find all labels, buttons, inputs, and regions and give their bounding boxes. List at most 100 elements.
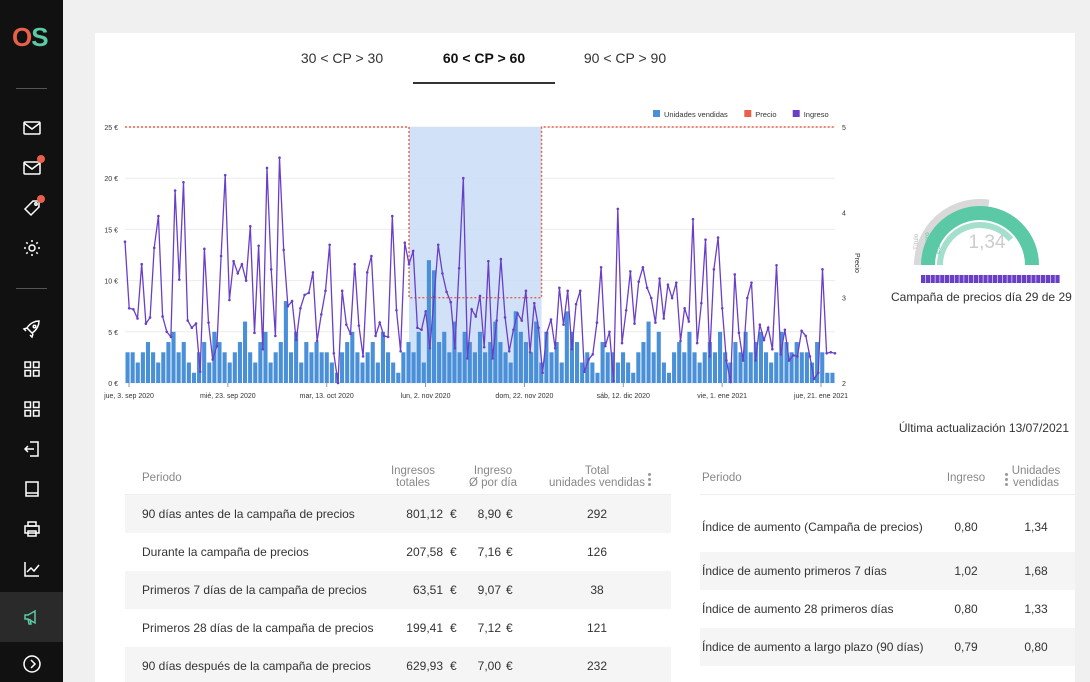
bar-units: [794, 342, 799, 383]
bar-units: [687, 331, 692, 383]
ingreso-point: [499, 257, 503, 261]
sidebar-item-statistics[interactable]: [0, 549, 63, 589]
ingreso-point: [219, 254, 223, 258]
sidebar-item-campaigns[interactable]: [0, 592, 63, 642]
sidebar-item-mail-notification[interactable]: [0, 148, 63, 188]
bar-units: [217, 342, 222, 383]
bar-units: [278, 342, 283, 383]
ingreso-point: [833, 352, 837, 355]
row-periodo: 90 días después de la campaña de precios: [142, 659, 371, 673]
sidebar-item-expand[interactable]: [0, 644, 63, 682]
y-tick-label: 25 €: [104, 125, 118, 132]
bar-units: [569, 331, 574, 383]
bar-units: [227, 362, 232, 383]
ingreso-point: [136, 317, 139, 320]
last-update-text: Última actualización 13/07/2021: [898, 421, 1069, 435]
ingreso-point: [374, 334, 377, 338]
ingreso-point: [265, 166, 269, 170]
bar-units: [804, 352, 809, 383]
ingreso-point: [177, 278, 181, 281]
ingreso-point: [762, 338, 766, 342]
y-tick-label: 10 €: [104, 279, 118, 286]
bar-units: [314, 342, 319, 383]
ingreso-point: [649, 296, 653, 300]
bar-units: [753, 342, 758, 383]
x-tick-label: lun, 2. nov 2020: [401, 393, 451, 400]
ingreso-point: [132, 307, 135, 311]
ingreso-point: [140, 262, 144, 266]
bar-units: [636, 352, 641, 383]
sidebar-item-logout[interactable]: [0, 429, 63, 469]
progress-segment: [1045, 275, 1050, 283]
bar-units: [462, 331, 467, 383]
row-unidades: 292: [586, 507, 608, 521]
row-ingreso-dia: 9,07: [477, 583, 501, 597]
bar-units: [202, 342, 207, 383]
ingreso-point: [745, 296, 749, 300]
ingreso-point: [453, 346, 457, 350]
tab-90[interactable]: 90 < CP > 90: [583, 50, 667, 66]
bar-units: [437, 342, 442, 383]
progress-segment: [959, 275, 964, 283]
bar-units: [426, 260, 431, 383]
row-ingreso: 0,80: [954, 602, 978, 616]
currency-symbol: €: [450, 507, 457, 521]
kebab-menu-icon[interactable]: [648, 473, 652, 488]
logo[interactable]: OS: [12, 22, 49, 52]
ingreso-point: [186, 319, 189, 322]
bar-units: [370, 342, 375, 383]
row-ingreso: 0,80: [954, 520, 978, 534]
sidebar-item-grid-1[interactable]: [0, 349, 63, 389]
bar-units: [774, 352, 779, 383]
bar-units: [294, 331, 299, 383]
currency-symbol: €: [506, 583, 513, 597]
ingreso-point: [148, 316, 152, 319]
bar-units: [242, 321, 248, 383]
legend-label[interactable]: Ingreso: [804, 110, 829, 119]
progress-segment: [921, 275, 926, 283]
legend-label[interactable]: Precio: [755, 110, 776, 119]
ingreso-point: [524, 289, 528, 293]
bar-units: [442, 331, 447, 383]
bar-units: [421, 362, 426, 383]
sidebar-item-rocket[interactable]: [0, 309, 63, 349]
sidebar-item-mail[interactable]: [0, 108, 63, 148]
sidebar-item-grid-2[interactable]: [0, 389, 63, 429]
ingreso-point: [808, 355, 812, 358]
ingreso-point: [553, 346, 557, 350]
bar-units: [283, 301, 288, 383]
bar-units: [309, 352, 314, 383]
sidebar-item-print[interactable]: [0, 509, 63, 549]
ingreso-point: [411, 249, 415, 253]
ingreso-point: [349, 332, 352, 336]
bar-units: [483, 352, 488, 383]
legend-label[interactable]: Unidades vendidas: [664, 110, 728, 119]
bar-units: [258, 342, 263, 383]
ingreso-point: [812, 377, 816, 381]
ingreso-point: [595, 321, 599, 324]
ingreso-point: [779, 353, 783, 356]
bar-units: [656, 331, 661, 383]
kebab-menu-icon[interactable]: [1005, 473, 1009, 488]
ingreso-point: [190, 326, 194, 330]
tab-active-underline: [413, 82, 555, 84]
ingreso-point: [253, 331, 256, 335]
bar-units: [574, 342, 580, 383]
arrow-right-circle-icon: [22, 655, 41, 673]
grid-icon: [23, 401, 40, 417]
bar-units: [564, 311, 569, 383]
sidebar-item-settings[interactable]: [0, 228, 63, 268]
sidebar-item-tag[interactable]: [0, 188, 63, 228]
ingreso-point: [787, 359, 791, 362]
tag-notification-icon: [23, 200, 40, 217]
ingreso-point: [382, 334, 386, 338]
sidebar-item-book[interactable]: [0, 469, 63, 509]
bar-units: [493, 321, 498, 383]
tab-60[interactable]: 60 < CP > 60: [442, 50, 526, 66]
bar-units: [350, 331, 355, 383]
bar-units: [580, 362, 585, 383]
ingreso-point: [424, 310, 428, 313]
bar-units: [534, 321, 539, 383]
tab-30[interactable]: 30 < CP > 30: [300, 50, 384, 66]
ingreso-point: [821, 268, 824, 271]
